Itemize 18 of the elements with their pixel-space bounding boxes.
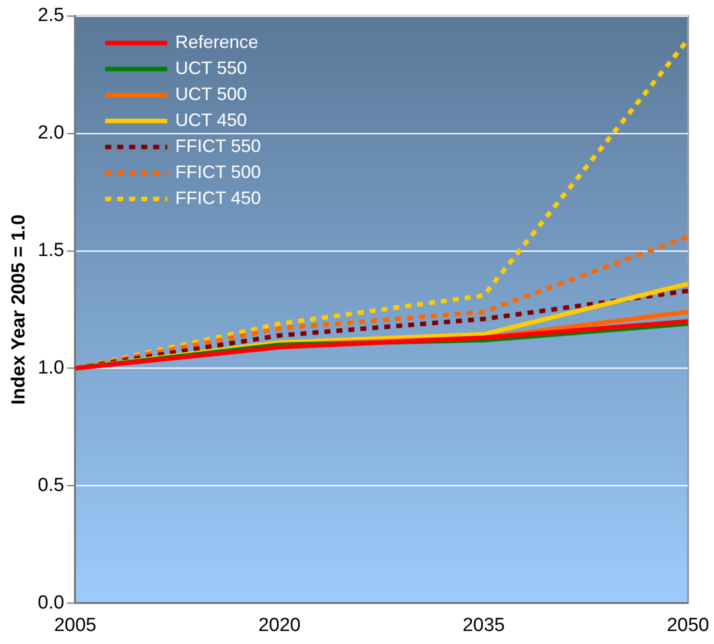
y-tick-label: 1.0	[38, 358, 64, 379]
legend-label: FFICT 450	[175, 188, 261, 208]
y-axis-title: Index Year 2005 = 1.0	[8, 214, 30, 405]
legend-label: FFICT 500	[175, 162, 261, 182]
legend-label: UCT 550	[175, 58, 247, 78]
legend-label: FFICT 550	[175, 136, 261, 156]
x-tick-label: 2035	[462, 614, 505, 636]
x-tick-label: 2020	[258, 614, 301, 636]
legend-label: UCT 500	[175, 84, 247, 104]
legend-label: Reference	[175, 32, 258, 52]
y-tick-label: 0.0	[38, 592, 64, 614]
x-tick-label: 2050	[666, 614, 710, 636]
y-tick-label: 1.5	[38, 240, 64, 262]
x-tick-label: 2005	[54, 614, 96, 636]
y-tick-label: 2.5	[38, 5, 64, 26]
y-tick-label: 2.0	[38, 122, 64, 144]
y-tick-label: 0.5	[38, 474, 64, 496]
legend-label: UCT 450	[175, 110, 247, 130]
